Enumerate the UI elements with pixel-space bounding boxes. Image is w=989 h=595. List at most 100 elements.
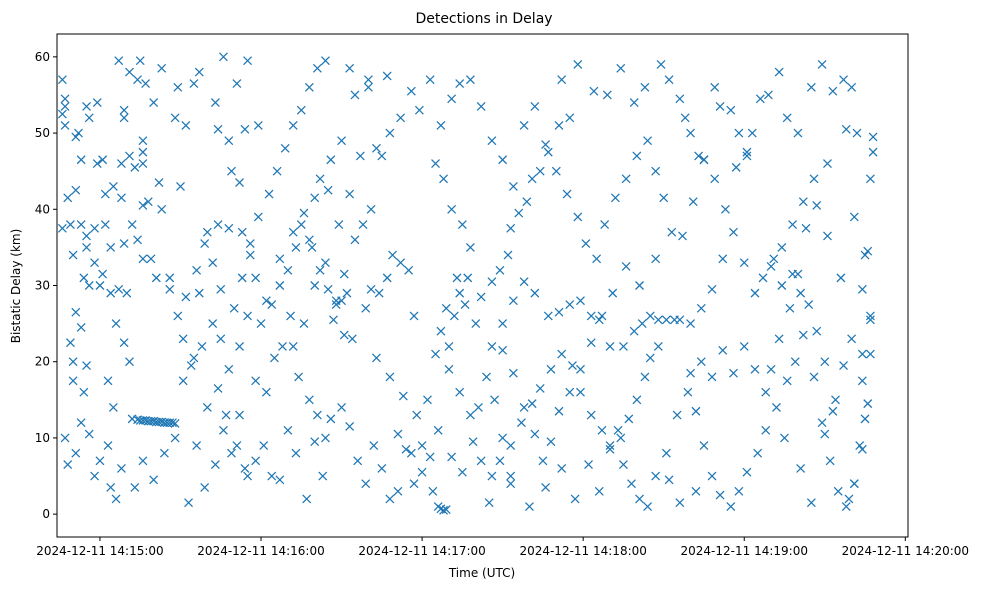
data-point: [116, 463, 126, 473]
data-point: [235, 410, 244, 420]
plot-area-frame: [56, 33, 909, 538]
data-point: [60, 101, 70, 111]
data-point: [345, 63, 355, 73]
data-point: [686, 368, 695, 378]
data-point: [468, 437, 478, 447]
data-point: [369, 441, 379, 450]
data-point: [385, 128, 395, 138]
data-point: [404, 265, 414, 275]
data-point: [326, 414, 336, 424]
data-point: [100, 220, 110, 229]
data-point: [546, 364, 556, 374]
data-point: [605, 342, 615, 351]
data-point: [868, 147, 878, 157]
data-point: [449, 311, 459, 321]
data-point: [275, 475, 285, 485]
data-point: [170, 419, 180, 428]
data-point: [487, 342, 497, 351]
data-point: [667, 227, 677, 237]
x-tick-label: 2024-12-11 14:20:00: [842, 544, 969, 558]
x-tick-label: 2024-12-11 14:17:00: [358, 544, 485, 558]
data-point: [465, 75, 475, 85]
data-point: [828, 86, 838, 96]
data-point: [315, 265, 325, 275]
data-point: [825, 456, 835, 466]
data-point: [106, 483, 116, 492]
data-point: [283, 265, 293, 275]
data-point: [455, 387, 465, 397]
data-point: [417, 467, 427, 477]
data-point: [170, 113, 180, 123]
data-point: [84, 113, 94, 123]
data-point: [868, 132, 878, 142]
data-point: [632, 395, 642, 405]
data-point: [57, 75, 67, 85]
data-point: [138, 147, 148, 157]
data-point: [793, 128, 803, 138]
data-point: [186, 361, 196, 370]
data-point: [576, 296, 585, 306]
data-point: [833, 486, 843, 496]
data-point: [839, 75, 849, 85]
data-point: [393, 486, 403, 496]
data-point: [798, 197, 808, 207]
data-point: [798, 330, 808, 340]
data-point: [455, 79, 465, 88]
data-point: [506, 479, 516, 489]
data-point: [235, 178, 244, 188]
data-point: [637, 319, 647, 329]
data-point: [597, 311, 607, 321]
data-point: [334, 220, 344, 229]
data-point: [710, 174, 720, 184]
data-point: [753, 448, 763, 458]
data-point: [68, 250, 78, 260]
data-point: [216, 284, 226, 294]
data-point: [243, 311, 253, 321]
data-point: [761, 387, 771, 397]
data-point: [847, 334, 857, 344]
data-point: [788, 220, 798, 229]
data-point: [836, 273, 846, 283]
data-point: [457, 220, 467, 229]
data-point: [130, 483, 140, 492]
data-point: [141, 79, 151, 88]
data-point: [146, 254, 156, 264]
data-point: [114, 56, 124, 66]
data-point: [82, 101, 91, 111]
data-point: [519, 121, 529, 130]
data-point: [197, 342, 207, 351]
data-point: [761, 425, 771, 435]
data-point: [471, 319, 481, 329]
data-point: [294, 372, 304, 382]
data-point: [95, 281, 105, 290]
data-point: [240, 463, 250, 473]
data-point: [363, 82, 373, 92]
data-point: [345, 422, 355, 431]
data-point: [310, 281, 320, 290]
data-point: [747, 128, 757, 138]
data-point: [321, 258, 330, 268]
data-point: [476, 101, 486, 111]
data-point: [218, 425, 228, 435]
data-point: [852, 128, 862, 138]
data-point: [92, 159, 102, 169]
data-point: [173, 311, 183, 321]
data-point: [490, 395, 500, 405]
data-point: [865, 311, 875, 321]
data-point: [318, 471, 328, 481]
data-point: [857, 284, 867, 294]
data-point: [372, 353, 381, 363]
data-point: [640, 82, 650, 92]
data-point: [806, 82, 816, 92]
data-point: [541, 483, 551, 492]
data-point: [643, 136, 653, 146]
y-tick-label: 0: [42, 507, 50, 521]
data-point: [691, 406, 701, 416]
data-point: [565, 387, 575, 397]
data-point: [358, 220, 368, 229]
data-point: [514, 208, 524, 218]
data-point: [355, 151, 365, 161]
data-point: [527, 399, 537, 409]
data-point: [208, 258, 218, 268]
